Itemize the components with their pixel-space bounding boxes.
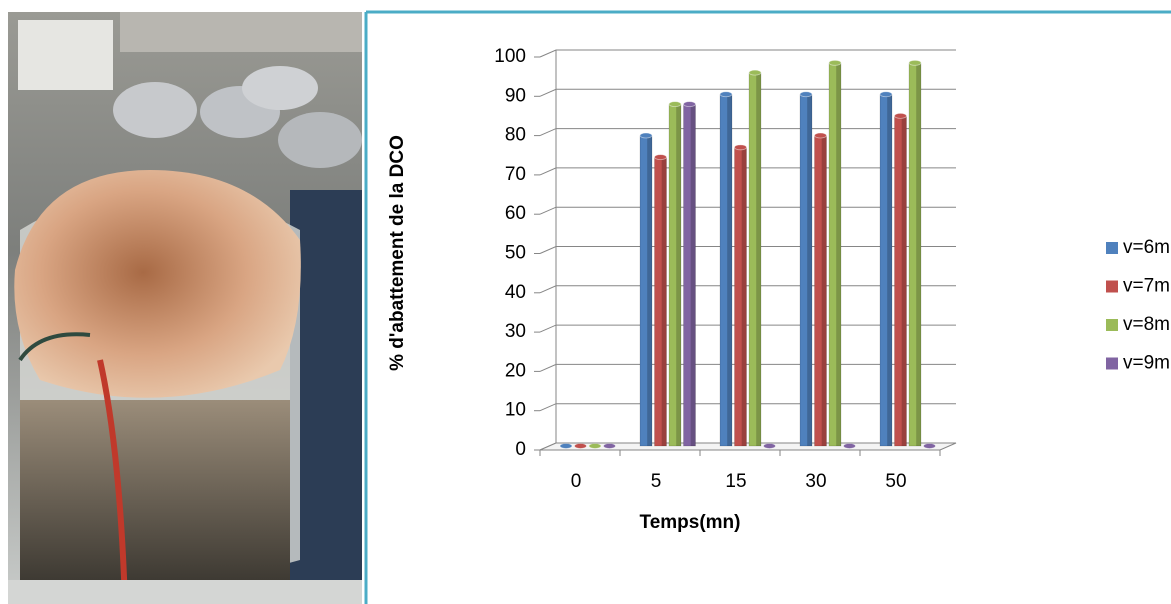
bar-top (829, 60, 841, 65)
grid-line (540, 404, 956, 411)
legend-swatch (1106, 281, 1118, 293)
bar-shade (676, 104, 681, 446)
y-tick-label: 60 (505, 203, 526, 224)
grid-line (540, 364, 956, 371)
photo (8, 12, 362, 604)
bar-shade (807, 94, 812, 446)
bar (749, 70, 761, 446)
bar (800, 92, 812, 446)
bar-shade (916, 63, 921, 446)
y-tick-label: 40 (505, 282, 526, 303)
bar-top (749, 70, 761, 75)
bar (924, 444, 936, 449)
bar-top (720, 92, 732, 97)
x-axis-title: Temps(mn) (640, 512, 741, 533)
y-tick-label: 70 (505, 164, 526, 185)
grid-line (540, 286, 956, 293)
legend-swatch (1106, 319, 1118, 331)
bar (560, 444, 572, 449)
grid-line (540, 247, 956, 254)
grid-line (540, 325, 956, 332)
floor (540, 443, 956, 450)
bar-top (604, 444, 616, 449)
bar-top (669, 102, 681, 107)
bar (829, 60, 841, 446)
bar-top (844, 444, 856, 449)
y-tick-label: 10 (505, 400, 526, 421)
bar (655, 155, 667, 446)
bar-top (575, 444, 587, 449)
bar-shade (742, 147, 747, 446)
x-tick-label: 30 (805, 471, 826, 492)
y-axis-title: % d'abattement de la DCO (387, 135, 408, 371)
bar-shade (887, 94, 892, 446)
grid-line (540, 168, 956, 175)
bar (669, 102, 681, 446)
y-tick-label: 30 (505, 321, 526, 342)
bar (589, 444, 601, 449)
bar-top (880, 92, 892, 97)
bar-top (560, 444, 572, 449)
grid-line (540, 207, 956, 214)
bar-top (909, 60, 921, 65)
bar-top (815, 133, 827, 138)
bar (895, 113, 907, 446)
bar-top (655, 155, 667, 160)
legend-swatch (1106, 242, 1118, 254)
legend-label: v=6mlH2O2 (1123, 237, 1171, 258)
page: % d'abattement de la DCO Temps(mn) 0 10 20… (0, 0, 1171, 604)
grid-line (540, 129, 956, 136)
bar (575, 444, 587, 449)
bar-shade (756, 73, 761, 446)
bar-top (800, 92, 812, 97)
bar-shade (822, 136, 827, 446)
bar (735, 145, 747, 446)
y-tick-label: 50 (505, 243, 526, 264)
legend-label: v=8mlH2O2 (1123, 314, 1171, 335)
bar (815, 133, 827, 446)
bar-shade (902, 116, 907, 446)
bar-shade (727, 94, 732, 446)
grid-line (540, 89, 956, 96)
y-tick-label: 90 (505, 85, 526, 106)
bar-top (735, 145, 747, 150)
legend-swatch (1106, 358, 1118, 370)
bar (764, 444, 776, 449)
bar-shade (662, 157, 667, 446)
bar (909, 60, 921, 446)
x-tick-label: 50 (885, 471, 906, 492)
bar (604, 444, 616, 449)
bar (720, 92, 732, 446)
bar (880, 92, 892, 446)
x-tick-label: 15 (725, 471, 746, 492)
bar-top (640, 133, 652, 138)
grid-line (540, 50, 956, 57)
bar-top (589, 444, 601, 449)
bar-shade (647, 136, 652, 446)
legend-label: v=9mlH2O2 (1123, 353, 1171, 374)
y-tick-label: 80 (505, 125, 526, 146)
bar-top (895, 113, 907, 118)
y-tick-label: 100 (494, 46, 526, 67)
bar-shade (836, 63, 841, 446)
bar-top (684, 102, 696, 107)
bar-top (764, 444, 776, 449)
bar-shade (691, 104, 696, 446)
x-tick-label: 5 (651, 471, 662, 492)
bar-top (924, 444, 936, 449)
bar (684, 102, 696, 446)
x-tick-label: 0 (571, 471, 582, 492)
bar (640, 133, 652, 446)
y-tick-label: 20 (505, 360, 526, 381)
y-tick-label: 0 (515, 439, 526, 460)
bar (844, 444, 856, 449)
legend-label: v=7mlH2O2 (1123, 276, 1171, 297)
